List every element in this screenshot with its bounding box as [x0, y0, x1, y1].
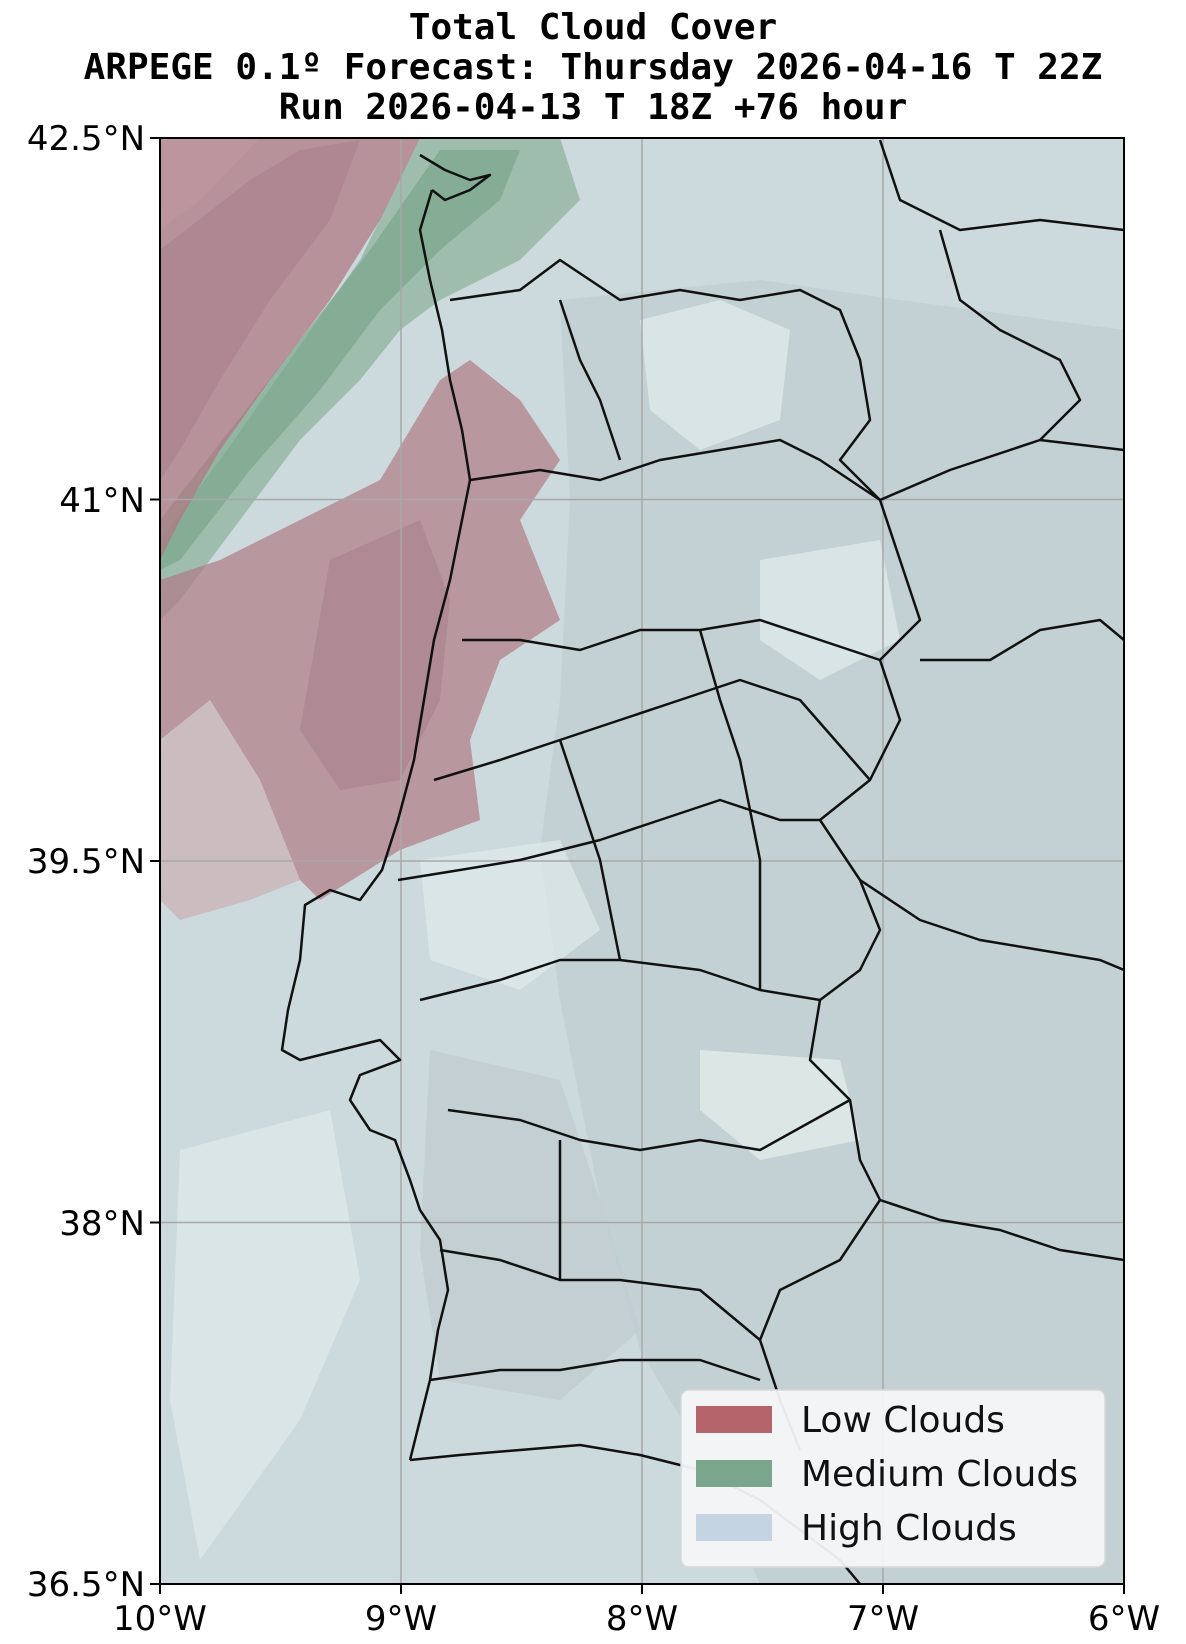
y-tick-label: 41°N — [59, 481, 145, 521]
spain-region-boundary — [920, 618, 1124, 662]
map-plot-area — [160, 138, 1124, 1584]
high-cloud-light-patch-1 — [640, 300, 790, 450]
high-cloud-light-patch-2 — [760, 540, 900, 680]
high-cloud-darker-region — [540, 280, 1124, 1584]
title-line-3: Run 2026-04-13 T 18Z +76 hour — [278, 87, 908, 128]
title-line-2: ARPEGE 0.1º Forecast: Thursday 2026-04-1… — [83, 47, 1103, 88]
gridlines — [160, 138, 1124, 1584]
low-cloud-edge — [160, 700, 300, 920]
district-boundary — [433, 678, 871, 782]
y-tick-label: 42.5°N — [27, 119, 145, 159]
low-cloud-core — [160, 140, 360, 480]
legend-swatch-medium-clouds — [696, 1460, 772, 1487]
district-boundary — [397, 798, 820, 882]
district-boundary — [429, 1358, 761, 1382]
high-cloud-light-patch-5 — [700, 1050, 860, 1160]
legend: Low Clouds Medium Clouds High Clouds — [680, 1389, 1106, 1568]
x-tick-label: 6°W — [1088, 1599, 1160, 1639]
spain-region-boundary — [878, 139, 1124, 232]
district-boundary — [469, 438, 881, 502]
legend-label-medium-clouds: Medium Clouds — [801, 1454, 1078, 1495]
x-tick-label: 10°W — [113, 1599, 207, 1639]
y-tick-label: 38°N — [59, 1204, 145, 1244]
high-cloud-darker-region-2 — [420, 1050, 640, 1400]
district-boundary — [447, 1098, 851, 1152]
x-tick-label: 7°W — [847, 1599, 919, 1639]
legend-swatch-low-clouds — [696, 1406, 772, 1433]
medium-cloud-core — [160, 150, 520, 570]
district-boundary — [558, 739, 622, 961]
medium-cloud-region — [160, 138, 580, 620]
title-line-1: Total Cloud Cover — [408, 7, 778, 48]
district-boundary — [698, 629, 762, 990]
spain-region-boundary — [859, 878, 1124, 972]
west-coastline — [280, 189, 472, 1461]
low-cloud-core-2 — [300, 520, 450, 790]
district-boundary — [558, 299, 622, 461]
spain-region-boundary — [879, 1198, 1124, 1262]
spain-region-boundary — [879, 438, 1124, 502]
legend-label-low-clouds: Low Clouds — [801, 1400, 1005, 1441]
y-tick-label: 36.5°N — [27, 1565, 145, 1605]
map-title: Total Cloud Cover ARPEGE 0.1º Forecast: … — [0, 8, 1186, 128]
district-boundary — [439, 1248, 761, 1341]
x-tick-label: 9°W — [365, 1599, 437, 1639]
high-cloud-light-patch-3 — [420, 840, 600, 990]
district-boundary — [462, 618, 881, 662]
legend-swatch-high-clouds — [696, 1514, 772, 1541]
y-tick-label: 39.5°N — [27, 842, 145, 882]
axis-ticks — [150, 137, 1125, 1594]
legend-box — [680, 1389, 1106, 1568]
legend-label-high-clouds: High Clouds — [801, 1508, 1017, 1549]
galicia-coastline — [419, 153, 492, 202]
spain-region-boundary — [938, 229, 1082, 441]
x-tick-label: 8°W — [606, 1599, 678, 1639]
